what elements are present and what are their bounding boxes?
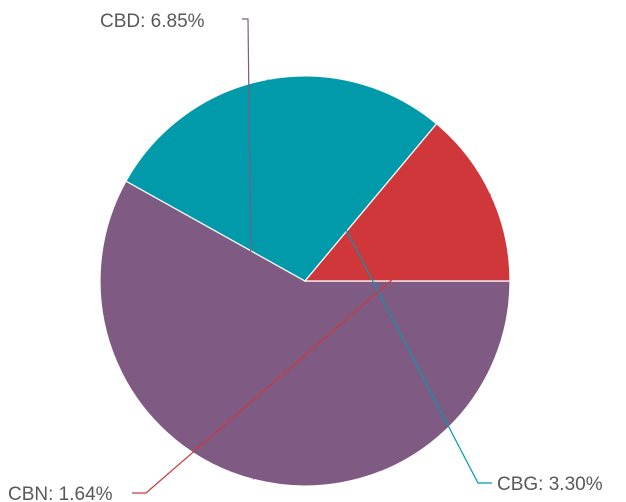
data-label-cbn: CBN: 1.64% [8,484,113,502]
leader-line-cbd [242,18,254,480]
leader-line-cbg [267,79,492,484]
data-label-cbg: CBG: 3.30% [497,474,603,495]
data-label-cbd: CBD: 6.85% [100,11,205,32]
pie-slices [99,75,511,487]
leader-line-cbn [132,193,492,494]
label-leader-lines [132,18,492,494]
data-labels: CBD: 6.85% CBG: 3.30% CBN: 1.64% [8,11,603,502]
